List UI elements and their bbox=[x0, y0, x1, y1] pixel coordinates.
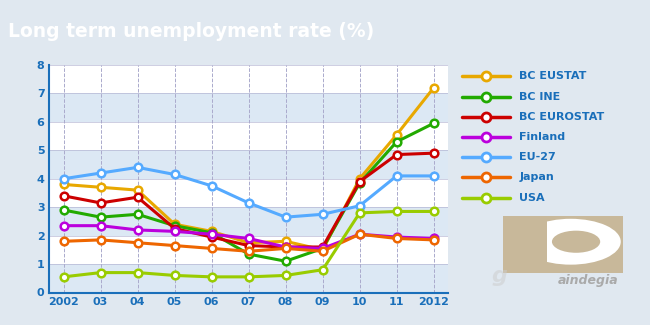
Bar bbox=[49, 122, 448, 150]
Text: BC EUROSTAT: BC EUROSTAT bbox=[519, 112, 604, 122]
Text: USA: USA bbox=[519, 193, 545, 202]
Text: Japan: Japan bbox=[519, 172, 554, 182]
Circle shape bbox=[521, 219, 621, 265]
Bar bbox=[49, 207, 448, 236]
Bar bbox=[49, 94, 448, 122]
Circle shape bbox=[552, 231, 600, 253]
Bar bbox=[49, 150, 448, 179]
Bar bbox=[49, 65, 448, 94]
Bar bbox=[504, 218, 547, 266]
Bar bbox=[49, 179, 448, 207]
Text: Finland: Finland bbox=[519, 132, 566, 142]
Bar bbox=[49, 236, 448, 264]
Text: EU-27: EU-27 bbox=[519, 152, 556, 162]
Text: aindegia: aindegia bbox=[558, 274, 619, 287]
Text: Long term unemployment rate (%): Long term unemployment rate (%) bbox=[8, 22, 374, 41]
Text: BC INE: BC INE bbox=[519, 92, 561, 101]
Bar bbox=[49, 264, 448, 292]
Text: g: g bbox=[491, 266, 507, 286]
Text: BC EUSTAT: BC EUSTAT bbox=[519, 71, 587, 81]
FancyBboxPatch shape bbox=[503, 215, 623, 273]
